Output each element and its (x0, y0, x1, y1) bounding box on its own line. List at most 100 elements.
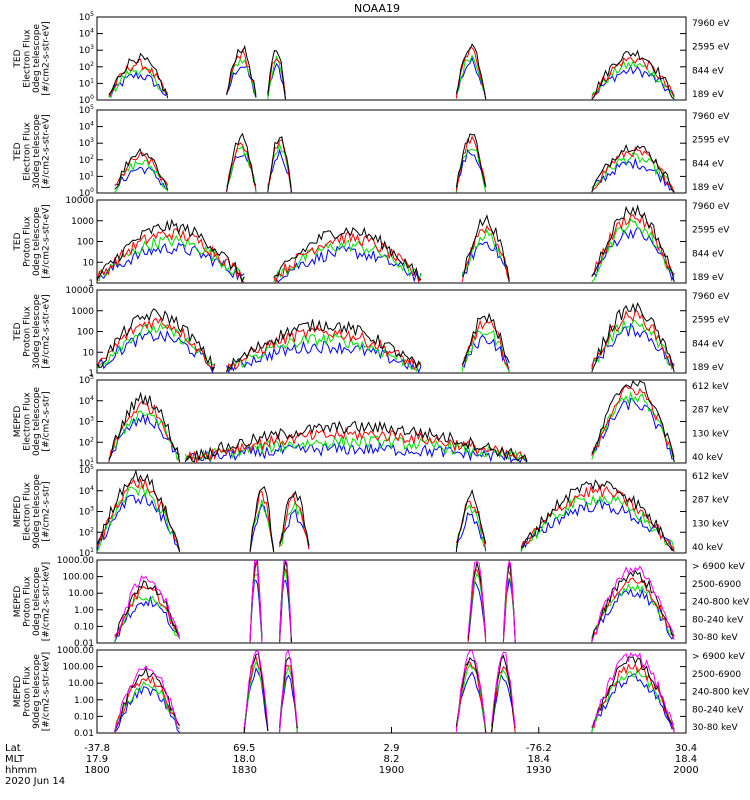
panel-3: 1 10 100 1000 10000 TEDProton Flux0deg telesc… (13, 196, 730, 289)
series-287-kev (96, 478, 675, 553)
legend-entry: 240-800 keV (692, 598, 750, 608)
x-tick-hhmm: 1900 (379, 765, 404, 776)
series-80-240-kev (114, 569, 675, 642)
y-tick-label: 102 (79, 436, 94, 448)
y-tick-label: 104 (79, 395, 94, 407)
y-tick-label: 10.00 (68, 589, 94, 599)
legend-entry: 2500-6900 (692, 580, 741, 590)
panel-frame (96, 649, 687, 734)
legend-entry: 189 eV (692, 273, 725, 283)
legend-entry: 189 eV (692, 183, 725, 193)
series-2500-6900 (114, 652, 675, 733)
y-tick-label: 104 (79, 28, 94, 40)
y-tick-label: 10 (83, 258, 95, 268)
panel-7: 0.01 0.10 1.00 10.00 100.00 1000.00 MEPEDProto… (13, 556, 750, 649)
x-tick-lat: 69.5 (233, 743, 255, 754)
y-tick-label: 0.01 (74, 729, 94, 739)
y-tick-label: 103 (79, 44, 94, 56)
legend-entry: 189 eV (692, 90, 725, 100)
legend-entry: 80-240 keV (692, 615, 744, 625)
y-tick-label: 104 (79, 485, 94, 497)
panel-8: 0.01 0.10 1.00 10.00 100.00 1000.00 MEPEDProto… (13, 646, 750, 739)
series-7960-ev (108, 43, 675, 100)
series-6900-kev (114, 649, 675, 733)
y-tick-label: 0.10 (74, 622, 94, 632)
legend-entry: 130 keV (692, 519, 729, 529)
legend-entry: > 6900 keV (692, 652, 746, 662)
legend-entry: 2595 eV (692, 43, 730, 53)
legend-entry: 7960 eV (692, 19, 730, 29)
y-tick-label: 103 (79, 506, 94, 518)
x-tick-lat: -76.2 (526, 743, 552, 754)
panel-5: 101 102 103 104 105 MEPEDElectron Flux0deg te… (13, 374, 729, 469)
series-612-kev (96, 469, 675, 553)
y-tick-label: 103 (79, 416, 94, 428)
legend-entry: 844 eV (692, 249, 725, 259)
legend-entry: 7960 eV (692, 202, 730, 212)
legend-entry: 2595 eV (692, 316, 730, 326)
series-189-ev (96, 322, 675, 374)
x-tick-mlt: 8.2 (384, 754, 400, 765)
date-label: 2020 Jun 14 (5, 776, 65, 787)
y-tick-label: 105 (79, 374, 94, 386)
series-2595-ev (96, 309, 675, 373)
x-tick-mlt: 18.4 (675, 754, 697, 765)
y-tick-label: 102 (79, 154, 94, 166)
legend-entry: 2595 eV (692, 226, 730, 236)
y-tick-label: 100 (77, 328, 94, 338)
x-tick-lat: -37.8 (84, 743, 110, 754)
series-844-ev (108, 54, 675, 100)
y-tick-label: 0.10 (74, 712, 94, 722)
y-axis-label: MEPEDProton Flux0deg telescope[#/cm2-s-s… (13, 562, 52, 641)
series-6900-kev (114, 559, 675, 643)
series-30-80-kev (114, 666, 675, 733)
y-tick-label: 101 (79, 170, 94, 182)
series-2595-ev (108, 47, 675, 100)
legend-entry: 189 eV (692, 363, 725, 373)
panel-frame (96, 559, 687, 644)
panel-6: 101 102 103 104 105 MEPEDElectron Flux90deg t… (13, 464, 729, 559)
y-axis-label: MEPEDProton Flux90deg telescope[#/cm2-s-… (13, 652, 52, 731)
x-tick-hhmm: 1800 (84, 765, 109, 776)
series-40-kev (96, 492, 675, 553)
y-tick-label: 10000 (65, 286, 94, 296)
legend-entry: 130 keV (692, 429, 729, 439)
y-tick-label: 1.00 (74, 696, 94, 706)
panel-frame (96, 379, 687, 464)
y-tick-label: 1000.00 (57, 556, 94, 566)
series-40-kev (108, 397, 675, 464)
legend-entry: 844 eV (692, 159, 725, 169)
legend-entry: 7960 eV (692, 112, 730, 122)
y-axis-label: TEDProton Flux0deg telescope[#/cm2-s-str… (13, 204, 52, 279)
y-tick-label: 1.00 (74, 606, 94, 616)
series-7960-ev (96, 204, 675, 284)
series-844-ev (96, 319, 675, 373)
legend-entry: 612 keV (692, 472, 729, 482)
y-tick-label: 10.00 (68, 679, 94, 689)
y-tick-label: 104 (79, 121, 94, 133)
y-axis-label: TEDElectron Flux30deg telescope[#/cm2-s-… (13, 114, 52, 189)
y-tick-label: 1000.00 (57, 646, 94, 656)
panel-4: 1 10 100 1000 10000 TEDProton Flux30deg teles… (13, 286, 730, 379)
x-tick-hhmm: 1930 (526, 765, 551, 776)
x-tick-lat: 30.4 (675, 743, 697, 754)
series-2595-ev (114, 135, 675, 193)
x-tick-hhmm: 2000 (673, 765, 698, 776)
y-tick-label: 100 (77, 238, 94, 248)
y-tick-label: 100 (79, 187, 94, 199)
series-240-800-kev (114, 561, 675, 643)
series-189-ev (114, 148, 675, 193)
legend-entry: 287 keV (692, 406, 729, 416)
y-tick-label: 1 (88, 369, 94, 379)
y-tick-label: 105 (79, 11, 94, 23)
series-844-ev (96, 217, 675, 283)
legend-entry: 612 keV (692, 382, 729, 392)
legend-entry: 844 eV (692, 66, 725, 76)
series-189-ev (108, 56, 675, 100)
x-tick-mlt: 18.0 (233, 754, 255, 765)
y-axis-label: TEDProton Flux30deg telescope[#/cm2-s-st… (13, 294, 52, 369)
series-2500-6900 (114, 560, 675, 643)
x-row-label: hhmm (5, 765, 37, 776)
x-tick-hhmm: 1830 (232, 765, 257, 776)
